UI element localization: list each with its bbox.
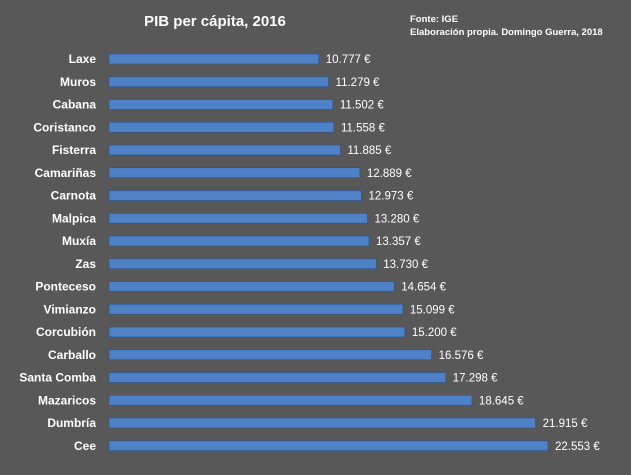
value-label: 14.654 €: [401, 282, 446, 294]
value-label: 15.200 €: [412, 327, 457, 339]
value-label: 22.553 €: [555, 441, 600, 453]
category-label: Malpica: [52, 211, 96, 225]
value-label: 13.730 €: [383, 259, 428, 271]
category-label: Laxe: [69, 52, 97, 66]
category-label: Carballo: [48, 348, 96, 362]
value-label: 17.298 €: [453, 373, 498, 385]
bar: [108, 121, 335, 133]
category-label: Vimianzo: [44, 302, 96, 316]
value-label: 11.502 €: [340, 100, 385, 112]
source-line-1: Fonte: IGE: [410, 14, 458, 25]
value-label: 11.279 €: [336, 77, 381, 89]
category-label: Zas: [75, 257, 96, 271]
bar: [108, 190, 362, 201]
value-label: 18.645 €: [479, 395, 524, 407]
category-label: Mazaricos: [38, 393, 96, 407]
category-label: Corcubión: [36, 325, 96, 339]
value-label: 10.777 €: [326, 54, 371, 66]
category-label: Fisterra: [52, 143, 96, 157]
value-label: 11.558 €: [341, 122, 386, 134]
bar: [108, 99, 334, 110]
value-label: 13.357 €: [376, 236, 421, 248]
category-label: Carnota: [51, 189, 97, 203]
value-label: 15.099 €: [410, 304, 455, 316]
bar: [108, 212, 368, 224]
bar: [108, 144, 341, 156]
bar: [108, 394, 473, 406]
bar: [108, 349, 432, 361]
bars-group: Laxe 10.777 € Muros 11.279 € Cabana 11.502 € C…: [19, 52, 600, 453]
value-label: 12.973 €: [369, 191, 414, 203]
category-label: Cee: [74, 439, 96, 453]
source-line-2: Elaboración propia. Domingo Guerra, 2018: [410, 27, 603, 38]
category-label: Dumbría: [47, 416, 96, 430]
value-label: 21.915 €: [543, 418, 588, 430]
category-label: Coristanco: [33, 120, 96, 134]
value-label: 12.889 €: [367, 168, 412, 180]
bar: [108, 372, 447, 383]
bar: [108, 281, 395, 292]
value-label: 13.280 €: [374, 213, 419, 225]
bar: [108, 235, 370, 247]
value-label: 16.576 €: [439, 350, 484, 362]
value-label: 11.885 €: [347, 145, 392, 157]
category-label: Cabana: [53, 98, 97, 112]
bar: [108, 417, 536, 429]
category-label: Santa Comba: [19, 371, 96, 385]
category-label: Muxía: [62, 234, 96, 248]
bar: [108, 440, 549, 452]
bar: [108, 303, 404, 315]
bar: [108, 167, 361, 179]
category-label: Ponteceso: [35, 280, 96, 294]
category-label: Muros: [60, 75, 96, 89]
bar: [108, 258, 377, 270]
chart-title: PIB per cápita, 2016: [144, 13, 286, 30]
bar: [108, 53, 320, 65]
bar: [108, 76, 329, 88]
bar: [108, 326, 406, 338]
category-label: Camariñas: [35, 166, 97, 180]
